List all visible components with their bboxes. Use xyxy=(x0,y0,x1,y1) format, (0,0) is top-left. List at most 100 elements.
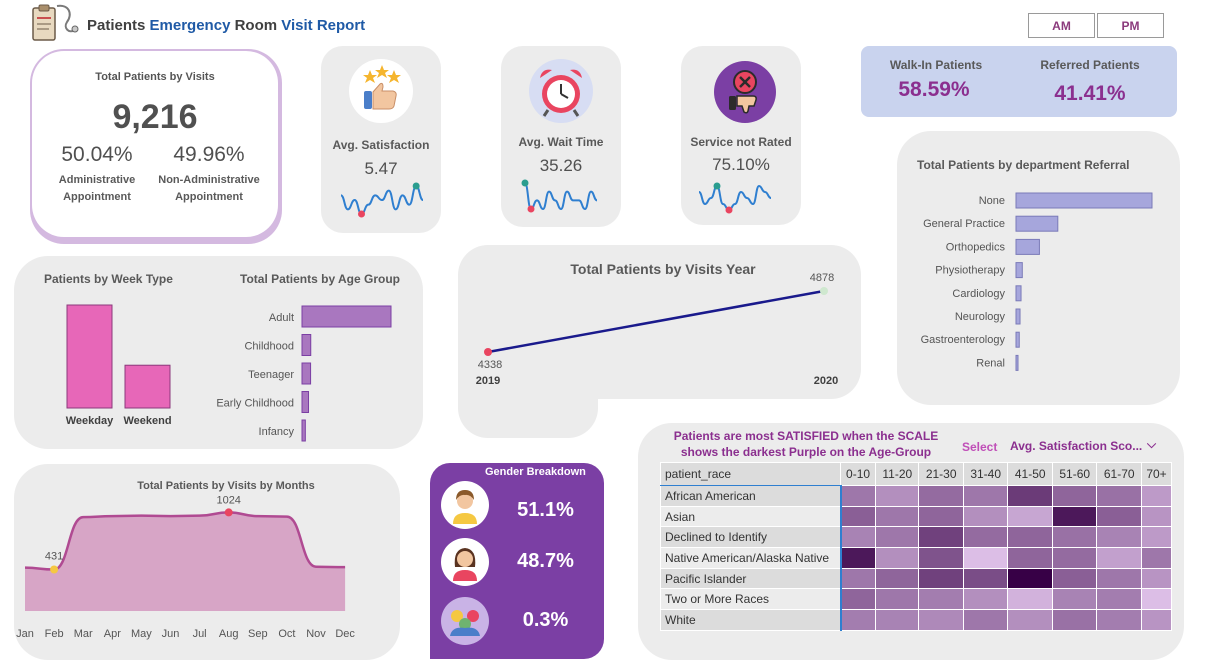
heatmap-row-label: Pacific Islander xyxy=(660,567,842,590)
heatmap-row-label: Asian xyxy=(660,505,842,528)
visits-months-x-label: May xyxy=(131,628,152,640)
heatmap-row-header[interactable]: patient_race xyxy=(660,462,841,486)
visits-year-chart: 4338 4878 2019 2020 xyxy=(476,272,838,387)
page-title-part: Room xyxy=(234,17,282,34)
department-bar-label: Neurology xyxy=(955,311,1006,323)
thumbs-down-x-icon xyxy=(714,61,776,123)
age-group-bar xyxy=(301,334,312,356)
heatmap-cell xyxy=(1140,526,1173,549)
heatmap-cell xyxy=(962,588,1009,611)
age-group-bar xyxy=(301,391,310,413)
heatmap-row-label: Two or More Races xyxy=(660,588,842,611)
visits-year-title: Total Patients by Visits Year xyxy=(570,261,756,277)
sparkline-path xyxy=(340,184,424,216)
heatmap-cell xyxy=(918,505,964,528)
heatmap-cell xyxy=(839,547,877,569)
department-bar-label: Cardiology xyxy=(952,288,1005,300)
visits-year-x-label: 2019 xyxy=(476,375,500,387)
visits-months-x-label: Jul xyxy=(193,628,207,640)
total-visits-value: 9,216 xyxy=(112,98,198,136)
heatmap-cell xyxy=(1140,485,1173,507)
heatmap-cell xyxy=(1096,505,1142,528)
heatmap-cell xyxy=(962,485,1009,507)
week-type-bar xyxy=(66,304,113,409)
heatmap-row-label: Declined to Identify xyxy=(660,526,842,549)
heatmap-table: patient_race 0-10 11-20 21-30 31-40 41-50 51-6… xyxy=(660,462,1173,631)
heatmap-cell xyxy=(1096,567,1142,590)
visits-months-x-label: Jan xyxy=(16,628,34,640)
visits-months-max-point xyxy=(224,508,233,517)
visits-months-x-label: Oct xyxy=(278,628,295,640)
department-bar-label: Physiotherapy xyxy=(935,265,1005,277)
heatmap-row: Pacific Islander xyxy=(660,567,1173,590)
heatmap-row-label: African American xyxy=(660,485,842,507)
visits-year-x-label: 2020 xyxy=(814,375,838,387)
heatmap-cell xyxy=(839,588,877,611)
page-title-part: Visit Report xyxy=(281,17,366,34)
heatmap-column-header: 61-70 xyxy=(1096,462,1142,486)
total-visits-card: Total Patients by Visits 9,216 50.04% 49… xyxy=(30,49,282,244)
department-bar-label: General Practice xyxy=(923,218,1005,230)
sparkline-max-point xyxy=(521,179,529,187)
heatmap-cell xyxy=(918,567,964,590)
visits-year-line xyxy=(487,289,825,354)
heatmap-cell xyxy=(875,505,920,528)
alarm-clock-icon xyxy=(529,59,593,123)
department-referral-card: Total Patients by department Referral No… xyxy=(897,131,1180,405)
pm-button[interactable]: PM xyxy=(1097,13,1164,38)
visits-months-min-point xyxy=(50,565,59,574)
visits-months-title: Total Patients by Visits by Months xyxy=(137,480,315,492)
heatmap-cell xyxy=(839,609,877,631)
kpi-label-not-rated: Service not Rated xyxy=(690,135,792,149)
department-bar xyxy=(1015,238,1040,255)
heatmap-cell xyxy=(1096,609,1142,631)
heatmap-cell xyxy=(1007,609,1053,631)
heatmap-cell xyxy=(918,609,964,631)
heatmap-cell xyxy=(1140,505,1173,528)
page-title: Patients Emergency Room Visit Report xyxy=(87,17,365,34)
week-type-label: Weekend xyxy=(123,415,171,427)
visits-months-x-label: Jun xyxy=(162,628,180,640)
heatmap-cell xyxy=(1007,485,1053,507)
heatmap-cell xyxy=(839,567,877,590)
thumbs-up-stars-icon xyxy=(349,59,413,123)
heatmap-cell xyxy=(1007,526,1053,549)
heatmap-row: Declined to Identify xyxy=(660,526,1173,549)
heatmap-cell xyxy=(1051,609,1098,631)
walkin-card: Walk-In Patients 58.59% Referred Patient… xyxy=(861,46,1177,117)
heatmap-cell xyxy=(1051,567,1098,590)
kpi-card-satisfaction: Avg. Satisfaction 5.47 xyxy=(321,46,441,233)
heatmap-cell xyxy=(918,547,964,569)
sparkline-min-point xyxy=(725,206,733,214)
visits-year-value-label: 4878 xyxy=(810,272,834,284)
heatmap-column-header: 31-40 xyxy=(962,462,1009,486)
department-bar xyxy=(1015,308,1021,325)
heatmap-cell xyxy=(1140,547,1173,569)
department-bar-label: Gastroenterology xyxy=(921,334,1006,346)
department-referral-title: Total Patients by department Referral xyxy=(917,158,1130,172)
sparkline-max-point xyxy=(412,182,420,190)
heatmap-header-row: patient_race 0-10 11-20 21-30 31-40 41-50 51-6… xyxy=(660,462,1173,486)
heatmap-title: Patients are most SATISFIED when the SCA… xyxy=(673,429,939,459)
metric-dropdown-value: Avg. Satisfaction Sco... xyxy=(1010,439,1143,453)
referred-value: 41.41% xyxy=(1054,82,1126,105)
group-avatar-icon xyxy=(441,597,489,645)
heatmap-cell xyxy=(962,609,1009,631)
heatmap-cell xyxy=(875,526,920,549)
kpi-sparkline-satisfaction xyxy=(340,182,424,218)
week-type-title: Patients by Week Type xyxy=(44,272,173,286)
heatmap-cell xyxy=(918,588,964,611)
visits-months-max-label: 1024 xyxy=(216,494,240,506)
visits-months-x-label: Dec xyxy=(335,628,355,640)
am-button[interactable]: AM xyxy=(1028,13,1095,38)
kpi-label-wait: Avg. Wait Time xyxy=(518,135,604,149)
gender-male-value: 51.1% xyxy=(517,499,574,521)
heatmap-cell xyxy=(839,526,877,549)
heatmap-cell xyxy=(839,505,877,528)
metric-dropdown[interactable]: Avg. Satisfaction Sco... ⌵ xyxy=(1010,437,1170,457)
female-avatar-icon xyxy=(441,538,489,586)
age-group-label: Childhood xyxy=(244,341,294,353)
heatmap-cell xyxy=(962,567,1009,590)
nonadmin-label: Non-Administrative Appointment xyxy=(158,174,260,203)
heatmap-cell xyxy=(918,526,964,549)
